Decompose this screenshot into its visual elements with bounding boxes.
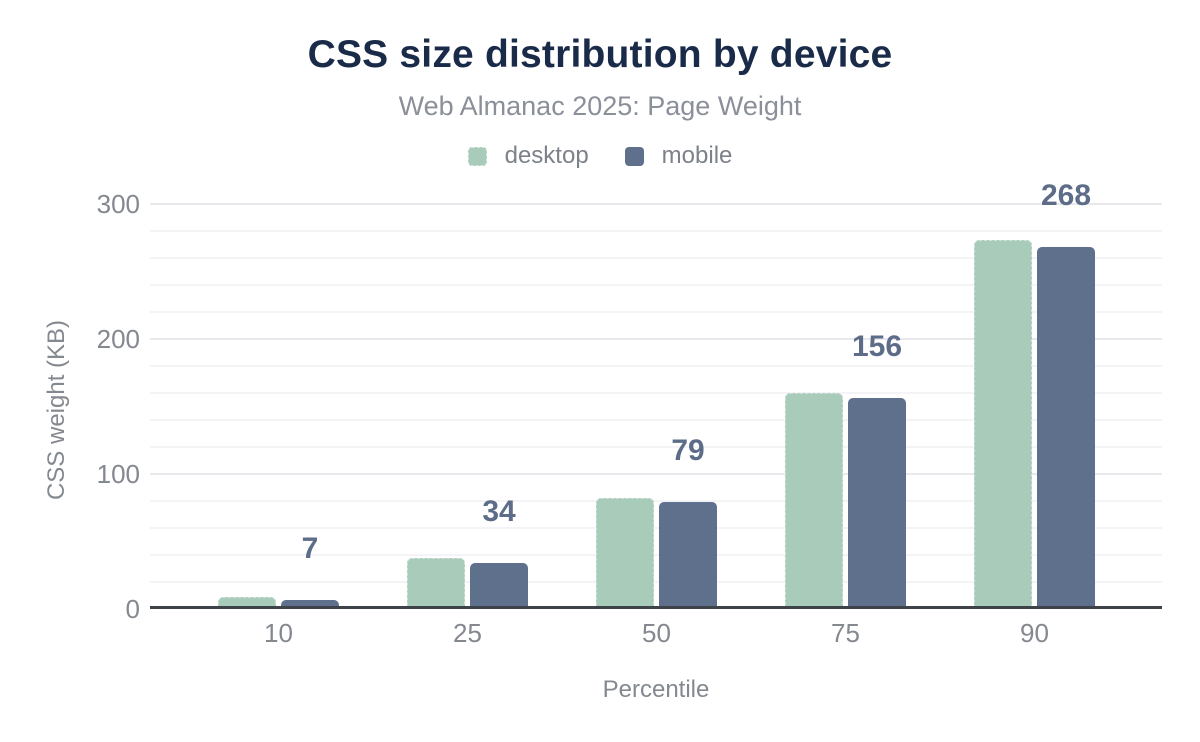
gridline-60 <box>150 527 1162 529</box>
bar-mobile-p25 <box>470 563 528 609</box>
gridline-280 <box>150 230 1162 232</box>
legend-swatch-desktop <box>467 146 487 166</box>
bar-mobile-p90 <box>1037 247 1095 609</box>
bar-mobile-p75 <box>848 398 906 609</box>
legend-label-desktop: desktop <box>504 142 589 169</box>
value-label-p90: 268 <box>1040 179 1092 213</box>
bar-desktop-p90 <box>974 240 1032 609</box>
legend-label-mobile: mobile <box>661 142 733 169</box>
chart-title: CSS size distribution by device <box>307 33 893 76</box>
bar-desktop-p10 <box>218 596 276 609</box>
gridline-220 <box>150 311 1162 313</box>
x-tick-label-10: 10 <box>264 618 293 648</box>
legend: desktop mobile <box>0 142 1200 170</box>
gridline-100 <box>150 473 1162 475</box>
bar-desktop-p50 <box>596 498 654 609</box>
gridline-160 <box>150 392 1162 394</box>
value-label-p75: 156 <box>851 330 903 364</box>
y-tick-label-100: 100 <box>96 459 140 489</box>
value-label-p10: 7 <box>301 531 319 565</box>
y-tick-label-200: 200 <box>96 324 140 354</box>
gridline-140 <box>150 419 1162 421</box>
x-tick-label-25: 25 <box>453 618 482 648</box>
legend-item-mobile[interactable]: mobile <box>624 142 733 170</box>
legend-swatch-mobile <box>624 146 644 166</box>
x-axis-line <box>150 606 1162 609</box>
gridline-40 <box>150 554 1162 556</box>
bar-desktop-p75 <box>785 393 843 609</box>
value-label-p50: 79 <box>671 434 705 468</box>
x-tick-label-75: 75 <box>831 618 860 648</box>
x-tick-label-50: 50 <box>642 618 671 648</box>
gridline-300 <box>150 203 1162 205</box>
legend-item-desktop[interactable]: desktop <box>467 142 589 170</box>
chart-subtitle: Web Almanac 2025: Page Weight <box>398 91 802 121</box>
gridline-260 <box>150 257 1162 259</box>
gridline-120 <box>150 446 1162 448</box>
bar-mobile-p50 <box>659 502 717 609</box>
bar-desktop-p25 <box>407 557 465 609</box>
y-tick-label-300: 300 <box>96 189 140 219</box>
gridline-80 <box>150 500 1162 502</box>
gridline-200 <box>150 338 1162 340</box>
value-label-p25: 34 <box>482 495 516 529</box>
y-tick-label-0: 0 <box>125 594 140 624</box>
x-axis-title: Percentile <box>602 676 710 703</box>
gridline-240 <box>150 284 1162 286</box>
bar-mobile-p10 <box>281 599 339 609</box>
x-tick-label-90: 90 <box>1020 618 1049 648</box>
gridline-20 <box>150 581 1162 583</box>
gridline-180 <box>150 365 1162 367</box>
